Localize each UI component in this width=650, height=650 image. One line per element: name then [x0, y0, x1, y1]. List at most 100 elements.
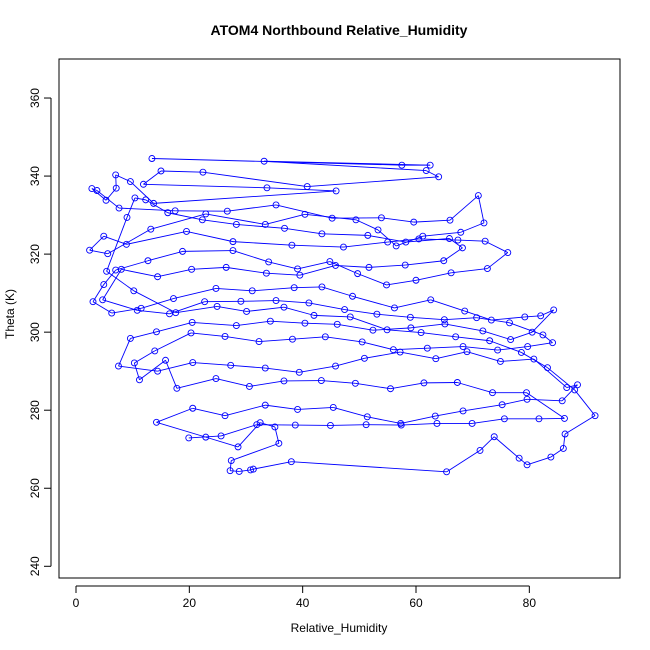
data-point — [280, 377, 288, 385]
series-line-segment — [268, 261, 298, 270]
y-tick-label: 300 — [28, 322, 42, 342]
data-point — [261, 401, 269, 409]
series-line-segment — [427, 346, 464, 349]
data-point — [333, 320, 341, 328]
data-point — [151, 347, 159, 355]
series-line-segment — [386, 279, 417, 286]
series-line-segment — [220, 424, 257, 437]
data-point — [406, 313, 414, 321]
data-point — [487, 316, 495, 324]
series-line-segment — [202, 171, 308, 188]
data-point — [102, 196, 110, 204]
data-point — [202, 433, 210, 441]
data-point — [199, 168, 207, 176]
data-point — [104, 250, 112, 258]
data-point — [288, 241, 296, 249]
data-point — [489, 389, 496, 397]
y-axis: 240 260 280 300 320 340 360 — [28, 88, 52, 576]
series-line-segment — [304, 322, 338, 325]
series-line-segment — [321, 233, 368, 236]
data-point — [100, 232, 108, 240]
data-point — [117, 265, 125, 273]
series-line-segment — [205, 436, 239, 448]
data-point — [504, 249, 512, 257]
data-point — [391, 304, 398, 312]
series-line-segment — [321, 286, 353, 297]
data-point — [136, 376, 143, 384]
series-line-segment — [167, 212, 203, 221]
data-point — [289, 335, 296, 343]
data-point — [235, 468, 243, 475]
series-line-segment — [156, 321, 193, 333]
data-point — [384, 238, 392, 246]
series-line-segment — [446, 450, 481, 473]
data-point — [115, 362, 122, 370]
series-line-segment — [106, 270, 135, 292]
series-line-segment — [192, 407, 226, 417]
data-point — [473, 314, 481, 322]
data-point — [523, 395, 531, 403]
data-point — [496, 357, 504, 365]
series-line-segment — [227, 204, 277, 212]
data-point — [373, 310, 381, 318]
series-line-segment — [102, 299, 138, 311]
data-point — [148, 155, 156, 162]
data-point — [221, 333, 229, 340]
data-point — [454, 236, 462, 244]
data-point — [452, 333, 460, 341]
series-line-segment — [355, 382, 391, 390]
series-line-segment — [451, 268, 488, 274]
data-point — [249, 465, 257, 473]
y-tick-label: 280 — [28, 400, 42, 420]
data-point — [397, 421, 405, 429]
series-line-segment — [462, 404, 503, 412]
data-point — [426, 161, 434, 169]
data-point — [559, 444, 567, 452]
series-line-segment — [415, 272, 452, 281]
series-line-segment — [540, 309, 554, 317]
series-line-segment — [405, 238, 450, 243]
x-tick-label: 20 — [183, 596, 197, 610]
data-point — [221, 412, 229, 420]
series-line-segment — [252, 287, 295, 292]
data-point — [459, 407, 467, 415]
data-point — [523, 389, 530, 397]
series-line-segment — [449, 238, 463, 249]
series-line-segment — [476, 317, 510, 324]
data-point — [100, 281, 108, 289]
data-point — [130, 359, 138, 367]
series-line-segment — [299, 264, 336, 276]
data-point — [290, 284, 298, 292]
data-point — [490, 433, 498, 441]
series-line-segment — [111, 307, 142, 314]
data-point — [301, 210, 309, 218]
data-point — [237, 297, 245, 305]
series-line-segment — [460, 222, 485, 233]
series-line-segment — [134, 197, 146, 201]
data-point — [171, 207, 179, 215]
data-series — [86, 155, 599, 476]
series-line-segment — [362, 341, 394, 351]
data-point — [420, 379, 428, 387]
data-point — [229, 247, 237, 255]
data-point — [122, 240, 130, 248]
series-line-segment — [153, 190, 337, 204]
data-point — [561, 430, 569, 438]
series-line-segment — [154, 332, 192, 352]
data-point — [162, 356, 169, 364]
series-line-segment — [291, 461, 447, 473]
data-point — [227, 361, 235, 369]
series-line-segment — [102, 269, 122, 301]
data-point — [383, 281, 390, 289]
series-line-segment — [410, 316, 445, 321]
data-point — [227, 457, 235, 464]
series-line-segment — [500, 358, 534, 362]
data-point — [260, 157, 268, 165]
series-line-segment — [462, 346, 498, 351]
data-point — [189, 359, 197, 367]
series-line-segment — [491, 316, 525, 321]
series-line-segment — [435, 351, 468, 360]
series-line-segment — [482, 330, 511, 341]
series-line-segment — [143, 183, 267, 189]
